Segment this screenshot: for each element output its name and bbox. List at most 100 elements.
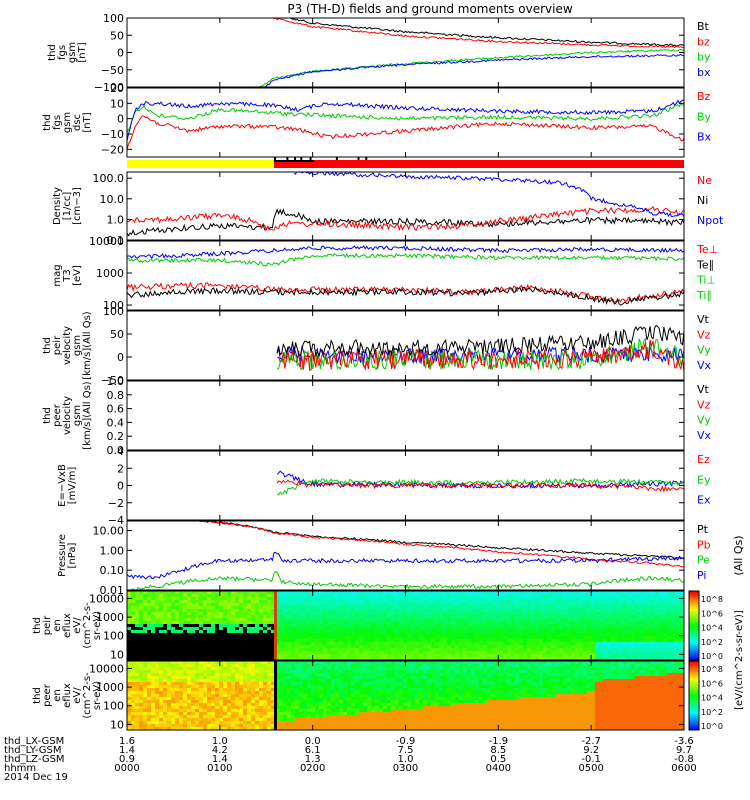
- x-tick-label: 0500: [578, 763, 603, 774]
- legend-pressure: Pt Pb Pe Pi (All Qs): [697, 523, 745, 582]
- y-tick-label: 0.0: [107, 444, 125, 457]
- y-tick-label: 10: [110, 648, 124, 661]
- series-Te⊥: [127, 281, 684, 304]
- ephemeris-value: 0.9: [119, 754, 135, 765]
- ephemeris-value: 1.4: [119, 745, 135, 756]
- y-axis-label-temperature: mag T3 [eV]: [52, 264, 83, 286]
- y-axis-label-line: en: [52, 619, 63, 632]
- y-axis-label-line: [nPa]: [67, 542, 78, 568]
- y-tick-label: 100: [103, 299, 124, 312]
- y-tick-label: 0.10: [100, 564, 125, 577]
- legend-fgs_gsm_dc: Bz By Bx: [697, 90, 712, 144]
- y-axis-label-line: [km/s](All Qs): [82, 311, 93, 379]
- series-Ti∥: [127, 245, 684, 260]
- series-group-density: [127, 172, 684, 237]
- y-axis-label-line: peer: [42, 683, 53, 707]
- y-axis-label-line: [eV]: [72, 265, 83, 286]
- panel-frame: [126, 171, 685, 241]
- y-axis-label-line: velocity: [62, 396, 73, 435]
- y-axis-label-peir_velocity: thd peir velocity gsm [km/s](All Qs): [42, 311, 93, 379]
- legend-item: Vz: [697, 328, 711, 341]
- panel-fgs_gsm_dc: 20 10 0 −10 −20 thd fgs gsm dsc [nT] Bz By Bx: [42, 82, 712, 158]
- legend-item: Ti∥: [696, 289, 712, 302]
- y-axis-label-line: sr-eV): [92, 681, 103, 710]
- panel-efield: 4 2 0 −2 −4 E=−VxB [mV/m] Ez Ey Ex: [57, 445, 711, 527]
- mode-bar: [127, 157, 684, 168]
- data-gap-peer_eflux: [273, 661, 277, 730]
- colorbar-tick-label: 10^8: [701, 665, 723, 674]
- y-tick-label: 100: [103, 12, 124, 25]
- colorbar-tick-label: 10^6: [701, 609, 723, 618]
- y-tick-label: 20: [110, 82, 124, 95]
- y-tick-label: 0: [117, 113, 124, 126]
- series-Npot: [293, 172, 684, 218]
- mode-bar-mark: [335, 157, 338, 160]
- legend-item: Npot: [697, 214, 724, 227]
- y-tick-label: 50: [110, 328, 124, 341]
- y-tick-label: 10000: [89, 592, 124, 605]
- legend-item: Pe: [697, 554, 710, 567]
- panel-pressure: 10.00 1.00 0.10 0.01 Pressure [nPa] Pt Pb Pe Pi (A…: [57, 520, 745, 597]
- y-axis-label-fgs_gsm: thd fgs gsm [nT]: [47, 42, 88, 63]
- legend-item: Bt: [697, 20, 710, 33]
- mode-bar-mark: [300, 157, 303, 160]
- y-axis-label-line: gsm: [72, 405, 83, 426]
- ephemeris-value: 8.5: [490, 745, 506, 756]
- y-tick-label: −50: [101, 374, 124, 387]
- ephemeris-value: -1.9: [489, 736, 509, 747]
- series-Ey: [276, 477, 684, 496]
- series-Ti⊥: [127, 252, 684, 267]
- y-axis-label-line: Density: [52, 187, 63, 225]
- y-tick-label: −100: [94, 81, 124, 94]
- panel-frame: [126, 17, 685, 88]
- x-tick-label: 0400: [486, 763, 511, 774]
- ephemeris-value: 0.5: [490, 754, 506, 765]
- y-axis-label-line: thd: [42, 114, 53, 131]
- y-axis-label-line: (cm^2-s-: [82, 672, 93, 719]
- ephemeris-value: 7.5: [398, 745, 414, 756]
- y-tick-label: 50: [110, 29, 124, 42]
- ephemeris-value: 1.6: [119, 736, 135, 747]
- series-Bz: [127, 115, 684, 150]
- y-tick-label: −50: [101, 64, 124, 77]
- legend-density: Ne Ni Npot: [697, 174, 724, 227]
- series-Ni: [127, 207, 684, 237]
- y-axis-label-density: Density [1/cc] [cm−3]: [52, 187, 83, 225]
- legend-item: Ni: [697, 194, 708, 207]
- colorbar-tick-label: 10^0: [701, 722, 723, 731]
- y-axis-label-line: eV/: [72, 687, 83, 704]
- legend-item: Vy: [697, 344, 711, 357]
- y-axis-label-line: [cm−3]: [72, 187, 83, 225]
- y-axis-label-line: T3: [62, 269, 73, 282]
- y-tick-label: 0: [117, 480, 124, 493]
- legend-fgs_gsm: Bt bz by bx: [697, 20, 711, 79]
- colorbar-label: [eV/(cm^2-s-sr-eV)]: [734, 610, 745, 710]
- legend-peir_velocity: Vt Vz Vy Vx: [697, 313, 712, 372]
- y-tick-label: 100: [103, 630, 124, 643]
- y-axis-label-line: thd: [32, 617, 43, 634]
- legend-item: Bz: [697, 90, 711, 103]
- y-axis-label-line: gsm: [72, 335, 83, 356]
- y-tick-label: −2: [108, 497, 124, 510]
- legend-item: Vt: [697, 383, 710, 396]
- series-Ne: [127, 205, 684, 232]
- y-axis-label-line: E=−VxB: [57, 464, 68, 507]
- ephemeris-value: 0.0: [305, 736, 321, 747]
- series-bx: [263, 53, 684, 87]
- y-tick-label: 1000: [96, 267, 124, 280]
- legend-item: bx: [697, 66, 711, 79]
- y-axis-label-peir_eflux: thd peir en eflux eV/(cm^2-s-sr-eV): [32, 602, 103, 649]
- mode-bar-mark: [286, 157, 289, 160]
- y-axis-label-line: velocity: [62, 326, 73, 365]
- ephemeris-value: -3.6: [674, 736, 694, 747]
- legend-item: Pb: [697, 538, 711, 551]
- figure-title: P3 (TH-D) fields and ground moments over…: [287, 2, 572, 16]
- x-tick-label: 0600: [671, 763, 696, 774]
- y-axis-label-line: thd: [32, 687, 43, 704]
- y-tick-label: 0.01: [100, 584, 125, 597]
- mode-bar-mark: [309, 157, 312, 160]
- series-Bt: [285, 18, 684, 47]
- legend-item: Vx: [697, 359, 712, 372]
